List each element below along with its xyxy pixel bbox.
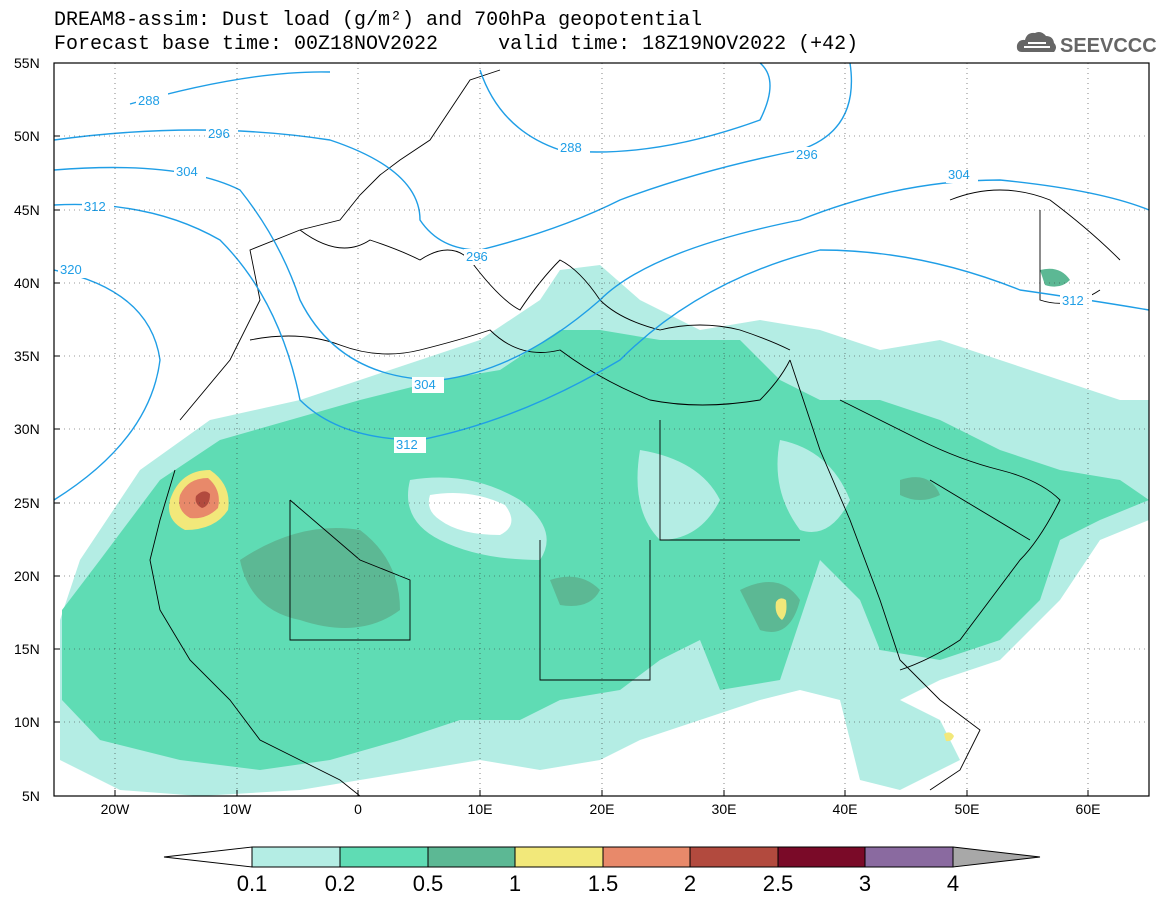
colorbar-label: 1: [509, 871, 521, 896]
lon-label: 10E: [468, 801, 493, 817]
contour-label: 296: [206, 126, 238, 142]
valid-time: valid time: 18Z19NOV2022 (+42): [498, 33, 859, 56]
colorbar-under: [163, 846, 253, 868]
colorbar-label: 2: [684, 871, 696, 896]
colorbar-over: [952, 846, 1041, 868]
contour-labels: 288 296 304 312 320 288 296 296 304 312 …: [58, 93, 1092, 453]
contour-label: 304: [946, 167, 978, 183]
lon-label: 30E: [712, 801, 737, 817]
contour-label-text: 296: [208, 126, 230, 141]
contour-label: 320: [58, 262, 90, 278]
colorbar-box: [339, 846, 429, 868]
contour-label-text: 304: [948, 167, 970, 182]
contour-label-text: 304: [176, 164, 198, 179]
lat-label: 50N: [14, 128, 40, 144]
contour-288-east: [479, 63, 771, 153]
contour-label: 288: [558, 140, 590, 156]
lat-label: 40N: [14, 275, 40, 291]
colorbar-box: [427, 846, 516, 868]
contour-label-text: 312: [84, 199, 106, 214]
lon-label: 10W: [223, 801, 253, 817]
seevccc-logo: SEEVCCC: [1016, 26, 1157, 60]
lon-label: 50E: [955, 801, 980, 817]
contour-label: 304: [174, 164, 206, 180]
colorbar-label: 0.1: [237, 871, 268, 896]
colorbar-label: 0.2: [325, 871, 356, 896]
colorbar-box: [689, 846, 779, 868]
gridlines: [54, 63, 1149, 796]
coastlines: [149, 69, 1121, 796]
colorbar-box: [514, 846, 604, 868]
colorbar-label: 0.5: [413, 871, 444, 896]
contour-label-text: 320: [60, 262, 82, 277]
lat-label: 30N: [14, 421, 40, 437]
colorbar-label: 2.5: [763, 871, 794, 896]
colorbar-label: 3: [859, 871, 871, 896]
lat-label: 25N: [14, 495, 40, 511]
contour-320: [54, 269, 161, 501]
lon-label: 60E: [1076, 801, 1101, 817]
contour-label: 312: [1060, 293, 1092, 309]
colorbar-box: [602, 846, 691, 868]
contour-label: 296: [464, 249, 496, 265]
contour-label: 288: [136, 93, 168, 109]
contour-label: 312: [82, 199, 114, 215]
lat-label: 20N: [14, 568, 40, 584]
lat-label: 15N: [14, 641, 40, 657]
lat-label: 45N: [14, 202, 40, 218]
longitude-labels: 20W 10W 0 10E 20E 30E 40E 50E 60E: [101, 801, 1101, 817]
contour-label-text: 296: [466, 249, 488, 264]
contour-label-text: 312: [396, 437, 418, 452]
tick-marks: [54, 62, 1089, 797]
base-time: Forecast base time: 00Z18NOV2022: [54, 33, 439, 56]
dust-layer-mid: [62, 330, 1149, 770]
contour-label: 304: [412, 377, 444, 393]
lon-label: 20W: [101, 801, 131, 817]
dust-field: [60, 265, 1149, 796]
contour-label-text: 288: [560, 140, 582, 155]
contour-label-text: 304: [414, 377, 436, 392]
colorbar-box: [251, 846, 341, 868]
contour-label-text: 288: [138, 93, 160, 108]
colorbar-label: 1.5: [588, 871, 619, 896]
logo-text: SEEVCCC: [1060, 35, 1156, 57]
dust-hotspot-somalia: [944, 732, 954, 742]
contour-label-text: 296: [796, 147, 818, 162]
cloud-icon: SEEVCCC: [1016, 32, 1157, 57]
lon-label: 0: [354, 801, 362, 817]
map-title-line1: DREAM8-assim: Dust load (g/m²) and 700hP…: [54, 9, 703, 32]
lat-label: 35N: [14, 348, 40, 364]
contour-312: [54, 203, 1149, 441]
colorbar-box: [864, 846, 954, 868]
lat-label: 10N: [14, 714, 40, 730]
dust-layer-high: [240, 528, 400, 628]
lat-label: 5N: [22, 788, 40, 804]
lon-label: 40E: [833, 801, 858, 817]
lat-label: 55N: [14, 55, 40, 71]
colorbar: 0.1 0.2 0.5 1 1.5 2 2.5 3 4: [163, 846, 1041, 896]
contour-label: 296: [794, 147, 826, 163]
contour-label-text: 312: [1062, 293, 1084, 308]
contour-label: 312: [394, 437, 426, 453]
map-title-line2: Forecast base time: 00Z18NOV2022 valid t…: [54, 34, 858, 56]
lon-label: 20E: [590, 801, 615, 817]
colorbar-box: [777, 846, 866, 868]
colorbar-label: 4: [947, 871, 959, 896]
latitude-labels: 55N 50N 45N 40N 35N 30N 25N 20N 15N 10N …: [14, 55, 40, 804]
dust-hotspot-sudan: [775, 598, 787, 620]
